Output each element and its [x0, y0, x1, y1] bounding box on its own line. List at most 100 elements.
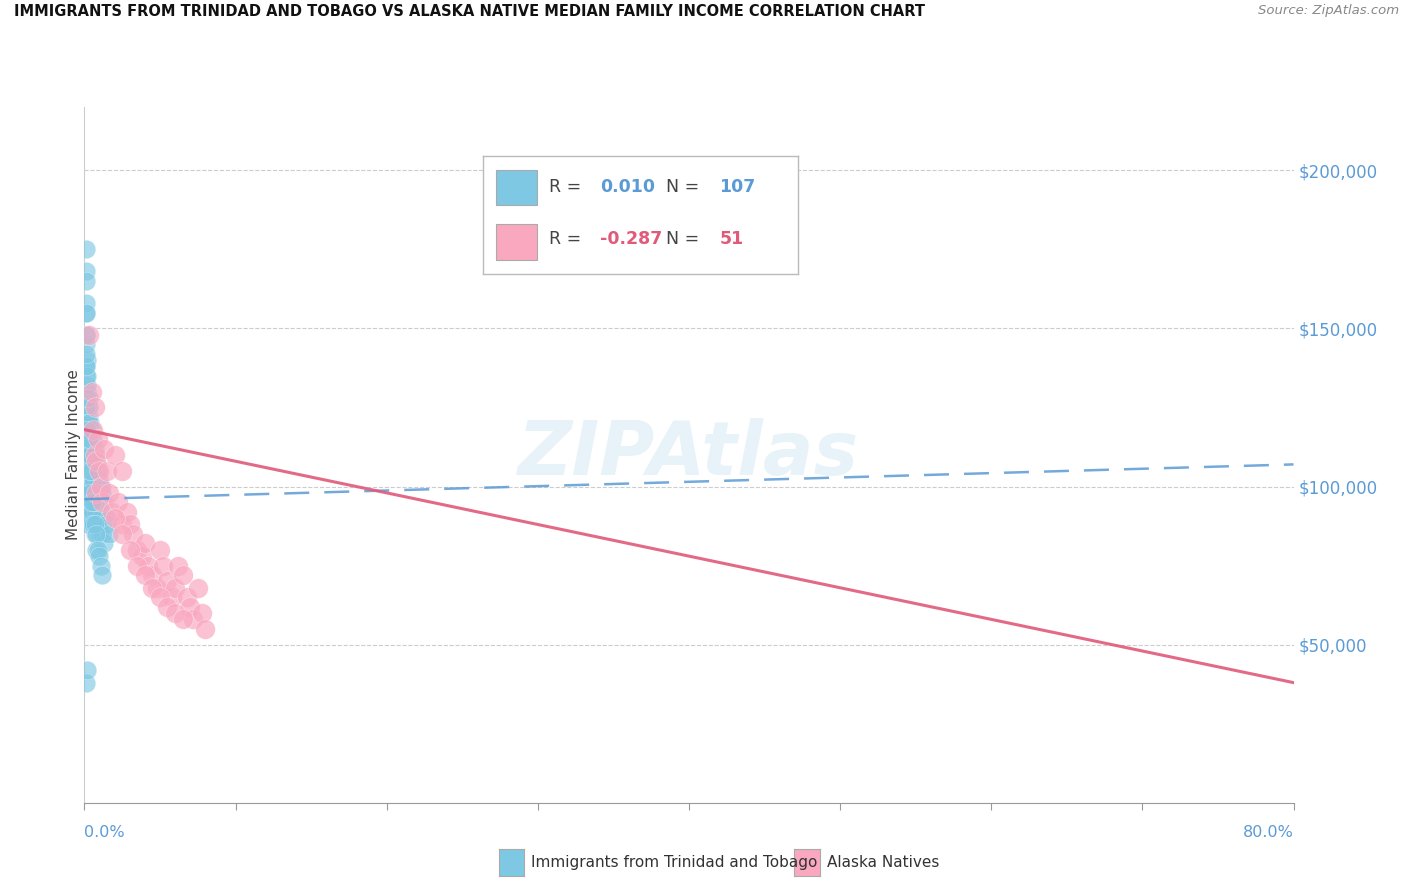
Point [163, 606, 186, 620]
Point [86, 542, 108, 557]
Point [77, 391, 100, 405]
Point [89, 495, 111, 509]
Point [86, 527, 108, 541]
Point [75, 401, 97, 415]
Text: 80.0%: 80.0% [1243, 825, 1294, 840]
Point [87, 542, 110, 557]
Point [118, 542, 141, 557]
Point [91, 568, 114, 582]
Text: -0.287: -0.287 [600, 230, 662, 248]
Point [84, 517, 107, 532]
Point [82, 473, 104, 487]
Point [77, 495, 100, 509]
Point [80, 470, 103, 484]
Point [87, 432, 110, 446]
Point [79, 448, 101, 462]
Point [76, 464, 98, 478]
Point [77, 479, 100, 493]
Point [93, 536, 115, 550]
Point [107, 495, 129, 509]
Point [76, 486, 98, 500]
Point [91, 527, 114, 541]
Text: R =: R = [550, 230, 588, 248]
Point [77, 432, 100, 446]
Point [172, 612, 194, 626]
Point [191, 606, 214, 620]
Point [82, 479, 104, 493]
Point [163, 581, 186, 595]
Point [134, 536, 156, 550]
Text: 107: 107 [720, 178, 755, 196]
Point [84, 527, 107, 541]
Point [172, 568, 194, 582]
Point [89, 527, 111, 541]
Point [152, 558, 174, 573]
Text: 51: 51 [720, 230, 744, 248]
Point [80, 384, 103, 399]
Point [75, 448, 97, 462]
Point [80, 517, 103, 532]
Point [84, 495, 107, 509]
Text: N =: N = [665, 230, 704, 248]
Text: Source: ZipAtlas.com: Source: ZipAtlas.com [1258, 4, 1399, 18]
Point [149, 591, 172, 605]
Point [76, 384, 98, 399]
Point [75, 305, 97, 319]
Point [90, 479, 112, 493]
Point [91, 495, 114, 509]
Point [146, 581, 169, 595]
Point [93, 442, 115, 456]
Point [75, 368, 97, 383]
Point [104, 448, 127, 462]
Point [187, 581, 209, 595]
Point [127, 542, 149, 557]
Text: Alaska Natives: Alaska Natives [827, 855, 939, 870]
Point [82, 432, 104, 446]
Point [80, 492, 103, 507]
Text: 0.0%: 0.0% [84, 825, 125, 840]
Point [90, 558, 112, 573]
Point [76, 391, 98, 405]
Point [76, 417, 98, 431]
Point [79, 432, 101, 446]
Point [90, 479, 112, 493]
Point [76, 423, 98, 437]
Point [79, 505, 101, 519]
Point [77, 401, 100, 415]
Point [75, 327, 97, 342]
Point [89, 549, 111, 563]
Point [115, 505, 138, 519]
Point [77, 409, 100, 424]
FancyBboxPatch shape [496, 225, 537, 260]
Point [76, 454, 98, 468]
Point [80, 464, 103, 478]
Point [82, 505, 104, 519]
Point [77, 417, 100, 431]
Point [80, 423, 103, 437]
Point [149, 542, 172, 557]
Point [86, 505, 108, 519]
Point [76, 423, 98, 437]
Point [86, 454, 108, 468]
Point [84, 486, 107, 500]
Point [100, 505, 122, 519]
Point [97, 527, 120, 541]
Point [156, 599, 179, 614]
Point [76, 353, 98, 368]
Point [76, 368, 98, 383]
Point [77, 454, 100, 468]
Point [76, 517, 98, 532]
Point [84, 401, 107, 415]
Point [79, 442, 101, 456]
Point [76, 495, 98, 509]
Point [179, 599, 201, 614]
Point [79, 486, 101, 500]
Point [76, 401, 98, 415]
Point [136, 558, 159, 573]
Point [90, 511, 112, 525]
Y-axis label: Median Family Income: Median Family Income [66, 369, 80, 541]
Point [141, 581, 163, 595]
Point [86, 479, 108, 493]
Point [77, 511, 100, 525]
Point [118, 517, 141, 532]
